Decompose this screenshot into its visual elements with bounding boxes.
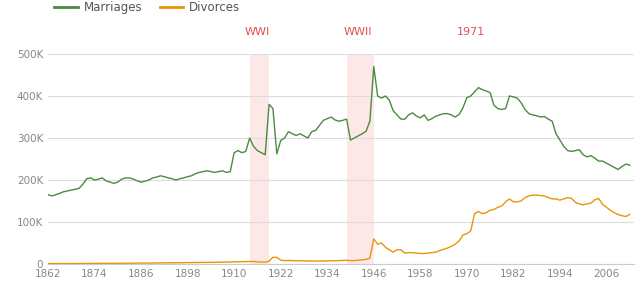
Text: WWII: WWII [344,27,372,37]
Text: 1971: 1971 [456,27,485,37]
Bar [347,54,374,264]
Legend: Marriages, Divorces: Marriages, Divorces [54,1,241,14]
Bar [250,54,269,264]
Text: WWI: WWI [244,27,270,37]
